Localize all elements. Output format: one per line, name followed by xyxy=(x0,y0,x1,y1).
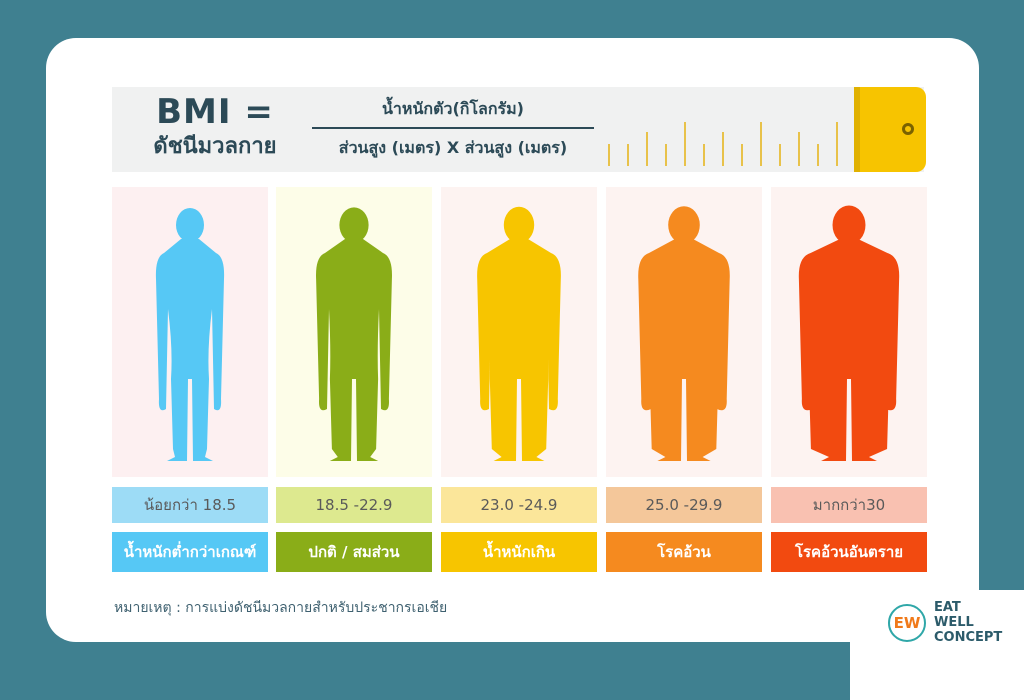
bmi-range: มากกว่า30 xyxy=(771,487,927,523)
ruler-tick xyxy=(817,144,819,166)
bmi-formula-title: BMI = ดัชนีมวลกาย xyxy=(140,92,290,162)
silhouette-body xyxy=(316,239,392,461)
silhouette-body xyxy=(155,239,225,461)
brand-logo-icon: EW xyxy=(888,604,926,642)
brand-line-1: EAT xyxy=(934,600,961,615)
measuring-tape-ruler xyxy=(608,118,840,166)
bmi-category-label: น้ำหนักต่ำกว่าเกณฑ์ xyxy=(112,532,268,572)
silhouette-body xyxy=(638,239,730,461)
ruler-tick xyxy=(779,144,781,166)
bmi-fraction: น้ำหนักตัว(กิโลกรัม) ส่วนสูง (เมตร) X ส่… xyxy=(312,95,594,163)
ruler-tick xyxy=(703,144,705,166)
bmi-range: 18.5 -22.9 xyxy=(276,487,432,523)
bmi-figure-panel xyxy=(441,187,597,477)
tape-case-edge xyxy=(854,87,860,172)
brand-line-3: CONCEPT xyxy=(934,630,1003,645)
ruler-tick xyxy=(684,122,686,166)
ruler-tick xyxy=(627,144,629,166)
bmi-range: น้อยกว่า 18.5 xyxy=(112,487,268,523)
body-silhouette-icon xyxy=(638,206,730,461)
footnote: หมายเหตุ : การแบ่งดัชนีมวลกายสำหรับประชา… xyxy=(114,600,448,616)
ruler-tick xyxy=(665,144,667,166)
ruler-tick xyxy=(741,144,743,166)
fraction-denominator: ส่วนสูง (เมตร) X ส่วนสูง (เมตร) xyxy=(338,138,568,157)
bmi-category-label: ปกติ / สมส่วน xyxy=(276,532,432,572)
body-silhouette-icon xyxy=(155,208,225,461)
silhouette-head xyxy=(176,208,204,242)
fraction-numerator: น้ำหนักตัว(กิโลกรัม) xyxy=(381,99,524,118)
fraction-line xyxy=(312,127,594,129)
body-silhouette-icon xyxy=(316,207,392,461)
bmi-figure-panel xyxy=(771,187,927,477)
ruler-tick xyxy=(836,122,838,166)
bmi-range: 23.0 -24.9 xyxy=(441,487,597,523)
bmi-category-label: โรคอ้วน xyxy=(606,532,762,572)
silhouette-head xyxy=(339,207,369,243)
brand-name: EAT WELL CONCEPT xyxy=(934,600,1002,645)
silhouette-head xyxy=(668,206,700,244)
bmi-figure-panel xyxy=(606,187,762,477)
silhouette-body xyxy=(477,239,561,461)
silhouette-body xyxy=(798,239,900,461)
ruler-tick xyxy=(608,144,610,166)
ruler-tick xyxy=(760,122,762,166)
bmi-figure-panel xyxy=(276,187,432,477)
ruler-tick xyxy=(798,132,800,166)
brand-line-2: WELL xyxy=(934,615,974,630)
bmi-category-label: โรคอ้วนอันตราย xyxy=(771,532,927,572)
bmi-category-label: น้ำหนักเกิน xyxy=(441,532,597,572)
bmi-subtitle: ดัชนีมวลกาย xyxy=(153,134,277,159)
ruler-tick xyxy=(722,132,724,166)
brand-corner xyxy=(850,590,1024,700)
silhouette-head xyxy=(832,205,866,245)
bmi-title: BMI = xyxy=(156,92,274,132)
bmi-range: 25.0 -29.9 xyxy=(606,487,762,523)
measuring-tape-case xyxy=(854,87,926,172)
bmi-figure-panel xyxy=(112,187,268,477)
body-silhouette-icon xyxy=(798,205,900,461)
formula-banner xyxy=(112,87,924,172)
tape-hook-icon xyxy=(902,123,914,135)
ruler-tick xyxy=(646,132,648,166)
silhouette-head xyxy=(503,206,535,244)
body-silhouette-icon xyxy=(477,206,561,461)
